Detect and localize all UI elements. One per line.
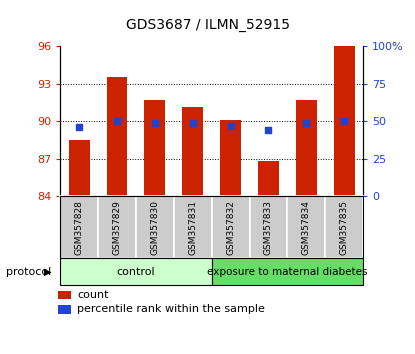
Text: GSM357832: GSM357832	[226, 200, 235, 255]
Text: GSM357828: GSM357828	[75, 200, 83, 255]
Point	[303, 120, 310, 126]
Bar	[296, 100, 317, 196]
Bar	[144, 100, 165, 196]
Bar	[98, 196, 136, 258]
Bar	[107, 78, 127, 196]
Text: exposure to maternal diabetes: exposure to maternal diabetes	[207, 267, 368, 277]
Text: percentile rank within the sample: percentile rank within the sample	[78, 304, 265, 314]
Bar	[174, 196, 212, 258]
Point	[76, 124, 83, 130]
Text: GSM357830: GSM357830	[150, 200, 159, 255]
Point	[227, 123, 234, 129]
Point	[341, 118, 347, 124]
Bar	[325, 196, 363, 258]
Text: ▶: ▶	[44, 267, 51, 277]
Bar	[220, 120, 241, 196]
Point	[114, 118, 120, 124]
Bar	[60, 258, 212, 285]
Bar	[249, 196, 287, 258]
Text: GSM357829: GSM357829	[112, 200, 122, 255]
Text: GSM357835: GSM357835	[340, 200, 349, 255]
Bar	[258, 161, 279, 196]
Bar	[212, 258, 363, 285]
Text: protocol: protocol	[6, 267, 51, 277]
Bar	[287, 196, 325, 258]
Bar	[69, 140, 90, 196]
Bar	[58, 305, 71, 314]
Bar	[334, 46, 354, 196]
Bar	[136, 196, 174, 258]
Point	[265, 127, 272, 133]
Text: GSM357833: GSM357833	[264, 200, 273, 255]
Text: GDS3687 / ILMN_52915: GDS3687 / ILMN_52915	[125, 18, 290, 32]
Point	[151, 120, 158, 126]
Text: GSM357834: GSM357834	[302, 200, 311, 255]
Bar	[60, 196, 98, 258]
Bar	[58, 291, 71, 299]
Text: control: control	[117, 267, 155, 277]
Point	[189, 120, 196, 126]
Text: count: count	[78, 290, 109, 300]
Text: GSM357831: GSM357831	[188, 200, 197, 255]
Bar	[212, 196, 249, 258]
Bar	[182, 108, 203, 196]
